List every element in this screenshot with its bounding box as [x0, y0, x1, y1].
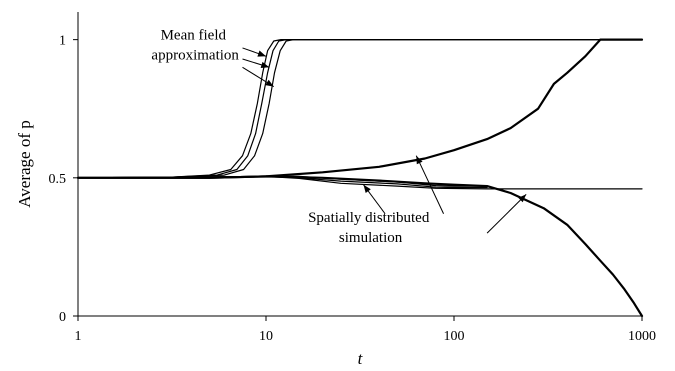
- annotation-arrow-1-2: [486, 194, 527, 234]
- series-spatial-3: [76, 38, 644, 179]
- annotation-mean-field-line-2: approximation: [151, 48, 239, 64]
- annotation-arrow-0-0: [242, 47, 267, 57]
- series-spatial-4: [76, 175, 644, 318]
- y-axis-title: Average of p: [15, 120, 34, 207]
- y-tick-label-1: 0.5: [49, 172, 67, 187]
- annotation-spatial-line-1: Spatially distributed: [308, 210, 430, 226]
- x-tick-label-1: 10: [259, 329, 273, 344]
- y-axis-ticks: 00.51: [49, 34, 78, 325]
- x-tick-label-0: 1: [75, 329, 82, 344]
- annotation-spatial-simulation: Spatially distributed simulation: [308, 210, 433, 246]
- annotation-mean-field: Mean field approximation: [151, 28, 239, 64]
- series-spatial-7: [77, 175, 643, 190]
- series-group: [76, 38, 644, 318]
- annotation-arrow-1-1: [415, 155, 445, 214]
- annotation-arrow-0-2: [242, 66, 275, 88]
- series-mean_field-2: [77, 39, 643, 179]
- y-tick-label-2: 1: [59, 34, 66, 49]
- y-tick-label-0: 0: [59, 310, 66, 325]
- plot-area: 1 10 100 1000 00.51: [49, 12, 656, 344]
- annotation-arrows: [242, 47, 527, 234]
- annotation-mean-field-line-1: Mean field: [161, 28, 227, 44]
- annotation-spatial-line-2: simulation: [339, 230, 403, 246]
- annotation-arrow-0-1: [242, 58, 270, 68]
- x-axis-title: t: [358, 349, 364, 368]
- x-tick-label-2: 100: [444, 329, 465, 344]
- x-tick-label-3: 1000: [628, 329, 656, 344]
- x-axis-ticks: 1 10 100 1000: [75, 316, 656, 344]
- annotation-arrow-1-0: [363, 184, 386, 215]
